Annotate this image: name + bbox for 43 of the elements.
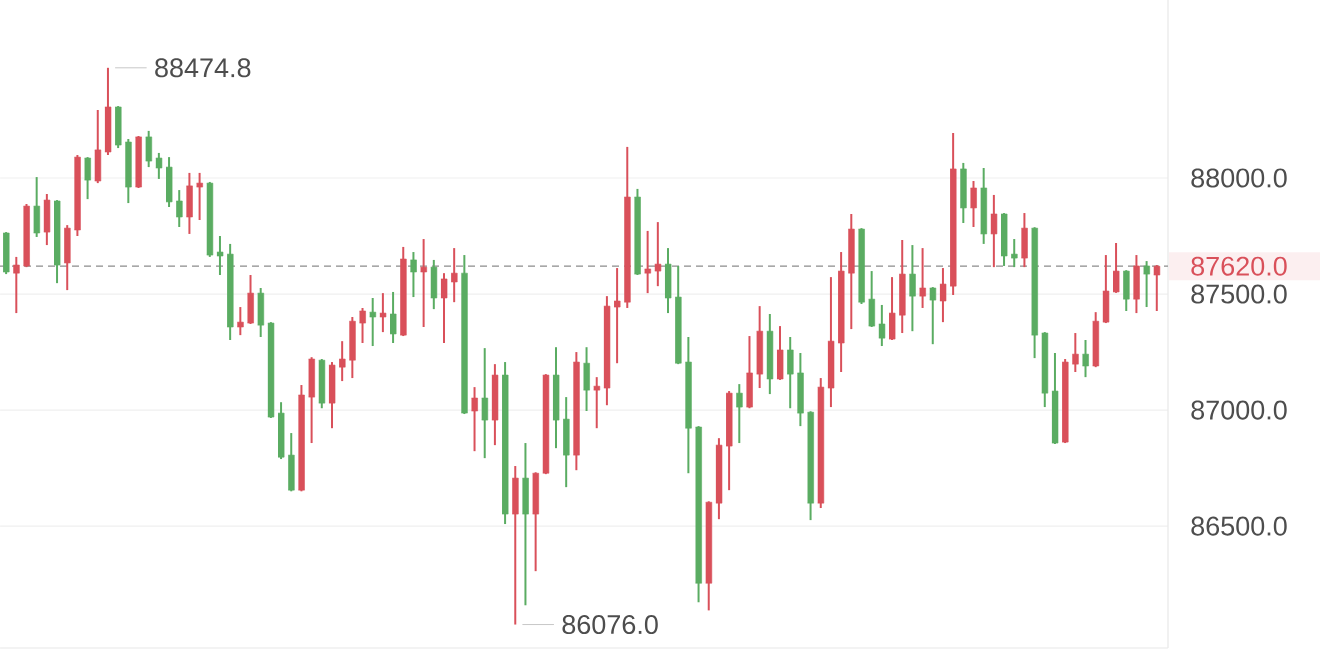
candlestick xyxy=(1071,332,1079,374)
candlestick xyxy=(644,229,651,295)
candlestick xyxy=(471,386,478,453)
candlestick xyxy=(613,267,621,365)
candlestick xyxy=(593,376,601,430)
candlestick xyxy=(1153,264,1161,312)
annotation: 86076.0 xyxy=(562,614,658,635)
candlestick xyxy=(12,255,20,315)
candlestick xyxy=(919,247,926,309)
candlestick xyxy=(236,306,244,337)
candlestick xyxy=(196,171,203,222)
candlestick xyxy=(84,156,91,201)
candlestick xyxy=(1082,339,1089,379)
y-tick-label: 86500.0 xyxy=(1191,516,1287,536)
candlestick xyxy=(654,221,662,288)
candlestick xyxy=(909,244,916,333)
candlestick xyxy=(216,235,224,277)
ref-line-label: 87620.0 xyxy=(1191,256,1287,276)
candlestick xyxy=(990,193,998,269)
candlestick xyxy=(389,290,397,345)
y-tick-label: 88000.0 xyxy=(1191,168,1287,188)
candlestick xyxy=(929,286,937,346)
candlestick xyxy=(369,296,377,348)
annotation: 88474.8 xyxy=(155,58,251,78)
candlestick xyxy=(420,238,427,328)
candlestick xyxy=(175,189,183,228)
candlestick xyxy=(1143,260,1150,309)
candlestick xyxy=(410,251,417,299)
candlestick xyxy=(878,303,886,348)
candlestick xyxy=(735,383,743,445)
candlestick xyxy=(970,180,977,228)
y-tick-label: 87000.0 xyxy=(1191,400,1287,420)
candlestick xyxy=(1010,238,1018,269)
candlestick xyxy=(450,247,458,304)
candlestick xyxy=(155,151,163,180)
candlestick xyxy=(440,272,448,345)
candlestick xyxy=(939,267,947,324)
candlestick xyxy=(379,292,387,334)
y-tick-label: 87500.0 xyxy=(1191,284,1287,304)
candlestick xyxy=(338,340,346,383)
candlestick xyxy=(481,347,489,460)
candlestick xyxy=(1112,241,1120,294)
candlestick xyxy=(359,306,366,345)
